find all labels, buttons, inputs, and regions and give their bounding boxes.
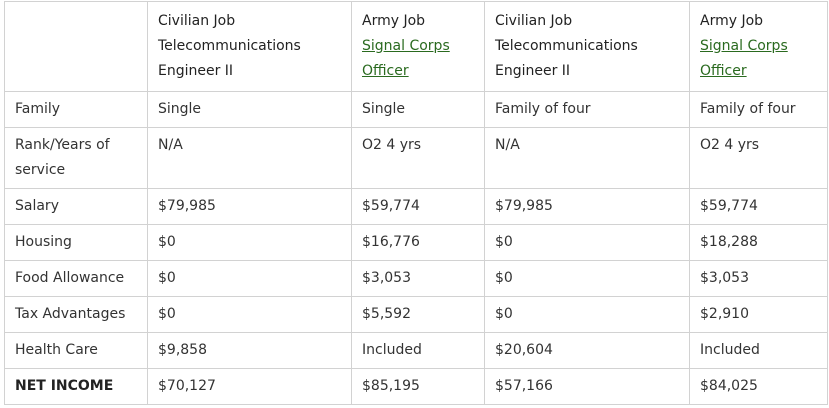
table-row-food-allowance: Food Allowance $0 $3,053 $0 $3,053 (4, 260, 828, 297)
table-cell: $5,592 (351, 296, 485, 333)
row-label: Family (4, 91, 148, 128)
table-cell: $79,985 (484, 188, 690, 225)
table-row-health-care: Health Care $9,858 Included $20,604 Incl… (4, 332, 828, 369)
table-cell: Family of four (484, 91, 690, 128)
table-cell: $0 (484, 296, 690, 333)
table-cell: O2 4 yrs (689, 127, 828, 189)
table-cell: $0 (147, 260, 352, 297)
table-cell: $0 (484, 224, 690, 261)
row-label: Health Care (4, 332, 148, 369)
table-cell: $3,053 (351, 260, 485, 297)
officer-link[interactable]: Officer (700, 63, 747, 79)
table-cell: Single (351, 91, 485, 128)
row-label: Tax Advantages (4, 296, 148, 333)
row-label: Food Allowance (4, 260, 148, 297)
header-line: Engineer II (158, 63, 234, 79)
header-line: Telecommunications (158, 38, 301, 54)
table-cell: N/A (484, 127, 690, 189)
row-label: Housing (4, 224, 148, 261)
table-cell: $18,288 (689, 224, 828, 261)
table-cell: $84,025 (689, 368, 828, 405)
table-row-family: Family Single Single Family of four Fami… (4, 91, 828, 128)
table-cell: $57,166 (484, 368, 690, 405)
comparison-table: Civilian Job Telecommunications Engineer… (4, 1, 828, 405)
table-row-salary: Salary $79,985 $59,774 $79,985 $59,774 (4, 188, 828, 225)
table-cell: N/A (147, 127, 352, 189)
table-cell: $85,195 (351, 368, 485, 405)
header-army-family: Army Job Signal Corps Officer (689, 1, 828, 92)
table-cell: $16,776 (351, 224, 485, 261)
header-empty-cell (4, 1, 148, 92)
table-row-net-income: NET INCOME $70,127 $85,195 $57,166 $84,0… (4, 368, 828, 405)
header-army-single: Army Job Signal Corps Officer (351, 1, 485, 92)
table-cell: $2,910 (689, 296, 828, 333)
table-cell: $20,604 (484, 332, 690, 369)
header-line: Army Job (362, 13, 426, 29)
row-label: Salary (4, 188, 148, 225)
table-row-housing: Housing $0 $16,776 $0 $18,288 (4, 224, 828, 261)
header-civilian-single: Civilian Job Telecommunications Engineer… (147, 1, 352, 92)
table-cell: $59,774 (689, 188, 828, 225)
table-cell: $3,053 (689, 260, 828, 297)
table-cell: Family of four (689, 91, 828, 128)
table-cell: O2 4 yrs (351, 127, 485, 189)
table-cell: $0 (147, 296, 352, 333)
signal-corps-link[interactable]: Signal Corps (700, 38, 788, 54)
table-cell: $0 (147, 224, 352, 261)
row-label: NET INCOME (4, 368, 148, 405)
table-cell: Included (351, 332, 485, 369)
table-cell: Single (147, 91, 352, 128)
table-row-tax-advantages: Tax Advantages $0 $5,592 $0 $2,910 (4, 296, 828, 333)
table-cell: $70,127 (147, 368, 352, 405)
header-row: Civilian Job Telecommunications Engineer… (4, 1, 828, 92)
header-line: Civilian Job (158, 13, 236, 29)
row-label: Rank/Years of service (4, 127, 148, 189)
header-civilian-family: Civilian Job Telecommunications Engineer… (484, 1, 690, 92)
header-line: Army Job (700, 13, 764, 29)
table-cell: $9,858 (147, 332, 352, 369)
table-cell: $59,774 (351, 188, 485, 225)
header-line: Telecommunications (495, 38, 638, 54)
header-line: Engineer II (495, 63, 571, 79)
table-row-rank: Rank/Years of service N/A O2 4 yrs N/A O… (4, 127, 828, 189)
table-cell: Included (689, 332, 828, 369)
signal-corps-link[interactable]: Signal Corps (362, 38, 450, 54)
table-cell: $79,985 (147, 188, 352, 225)
officer-link[interactable]: Officer (362, 63, 409, 79)
header-line: Civilian Job (495, 13, 573, 29)
table-cell: $0 (484, 260, 690, 297)
